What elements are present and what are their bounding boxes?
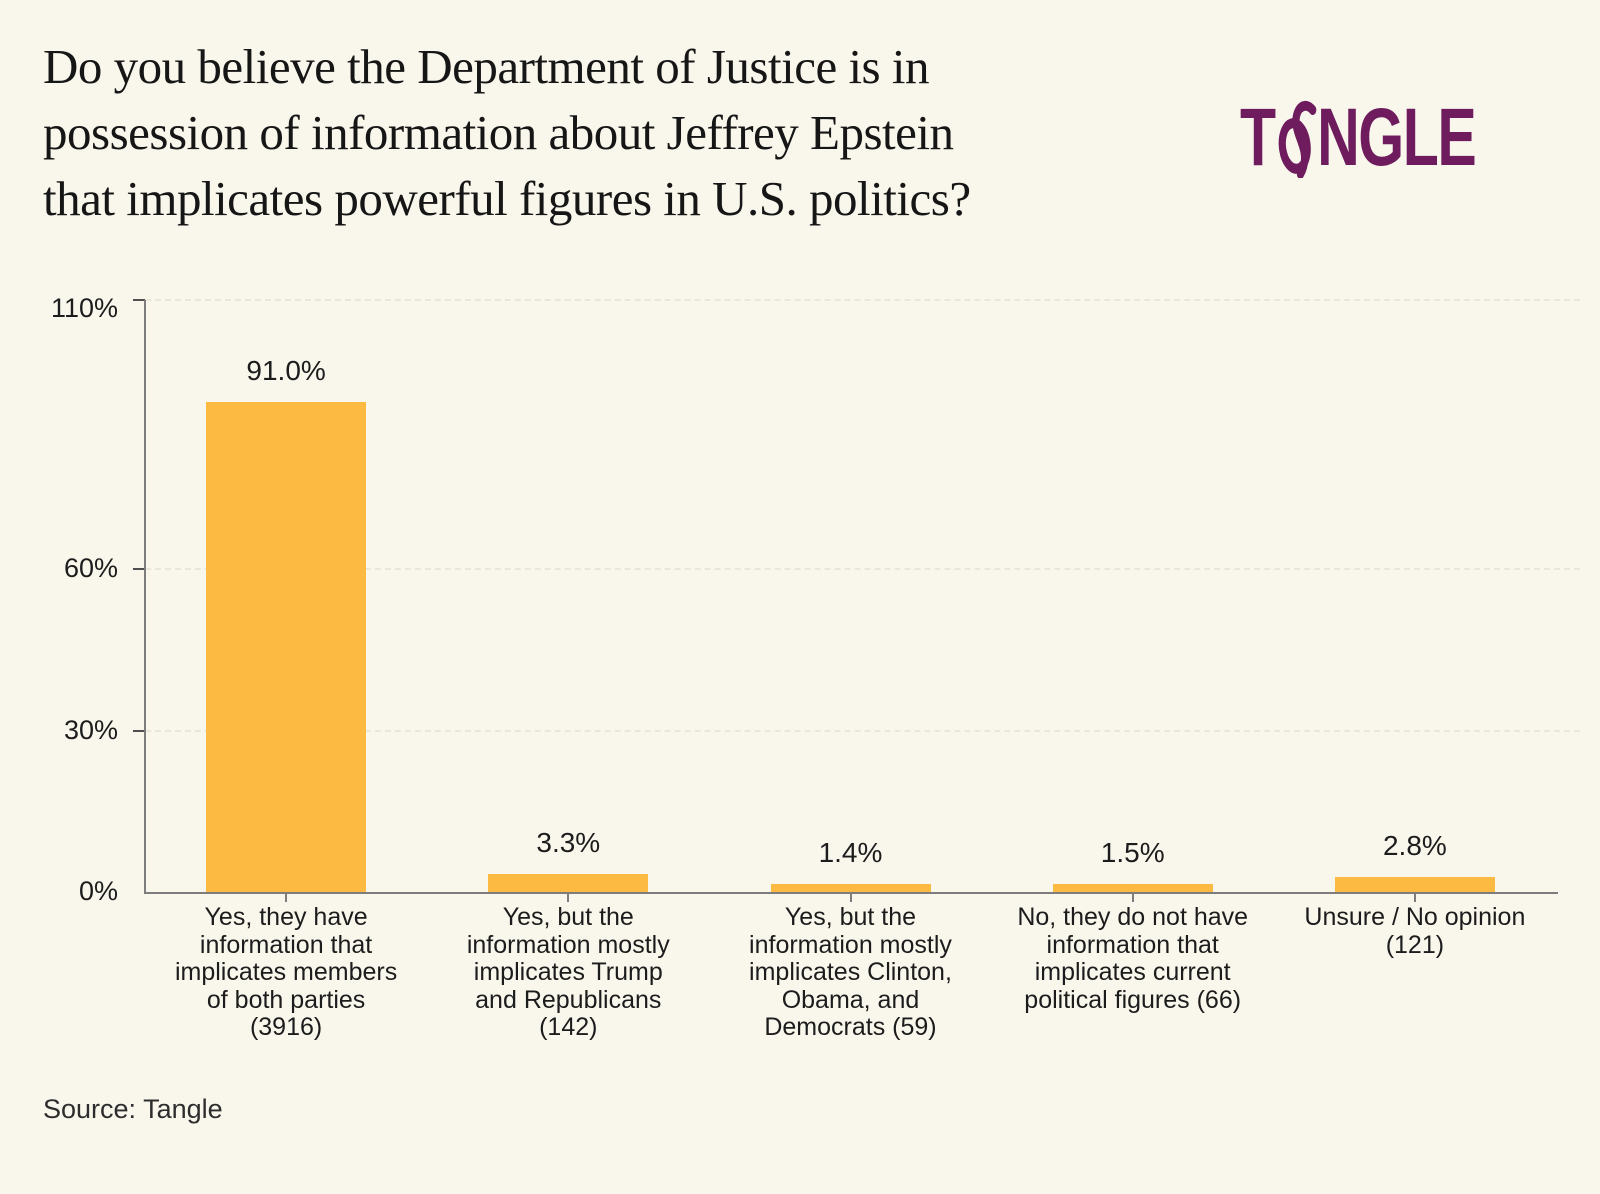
y-gridline-110	[145, 299, 1580, 301]
bar-2	[488, 874, 649, 892]
category-label-5: Unsure / No opinion (121)	[1304, 903, 1526, 959]
y-axis-label-0: 0%	[78, 876, 118, 906]
category-label-2: Yes, but the information mostly implicat…	[466, 903, 670, 1041]
bar-value-label-5: 2.8%	[1382, 829, 1447, 861]
bar-value-label-1: 91.0%	[246, 355, 326, 387]
y-axis-tick-110	[133, 299, 145, 301]
logo-letters-ngle: NGLE	[1317, 92, 1477, 183]
bar-value-label-2: 3.3%	[536, 827, 601, 859]
tangle-logo: T NGLE	[1240, 92, 1477, 183]
y-axis-label-60: 60%	[63, 553, 118, 584]
bar-4	[1052, 883, 1213, 892]
logo-stylized-a-icon	[1278, 100, 1317, 178]
y-axis-label-30: 30%	[63, 714, 118, 745]
category-label-1: Yes, they have information that implicat…	[174, 903, 398, 1041]
y-axis-tick-30	[133, 729, 145, 732]
bar-value-label-3: 1.4%	[818, 837, 883, 869]
category-label-3: Yes, but the information mostly implicat…	[749, 903, 952, 1041]
y-axis-label-110: 110%	[50, 293, 118, 323]
bar-value-label-4: 1.5%	[1100, 836, 1165, 868]
x-axis-tick-5	[1413, 892, 1416, 902]
logo-letter-t: T	[1240, 92, 1276, 183]
chart-title: Do you believe the Department of Justice…	[43, 39, 971, 226]
bar-3	[770, 884, 931, 892]
y-axis-line	[144, 300, 146, 894]
source-caption: Source: Tangle	[43, 1094, 223, 1124]
x-axis-tick-2	[567, 892, 570, 902]
y-gridline-30	[145, 729, 1580, 732]
y-axis-tick-60	[133, 568, 145, 571]
bar-1	[206, 402, 367, 892]
y-gridline-60	[145, 568, 1580, 571]
bar-5	[1334, 876, 1495, 892]
category-label-4: No, they do not have information that im…	[1017, 903, 1249, 1014]
x-axis-tick-3	[849, 892, 852, 902]
x-axis-tick-4	[1131, 892, 1134, 902]
x-axis-tick-1	[285, 892, 288, 902]
